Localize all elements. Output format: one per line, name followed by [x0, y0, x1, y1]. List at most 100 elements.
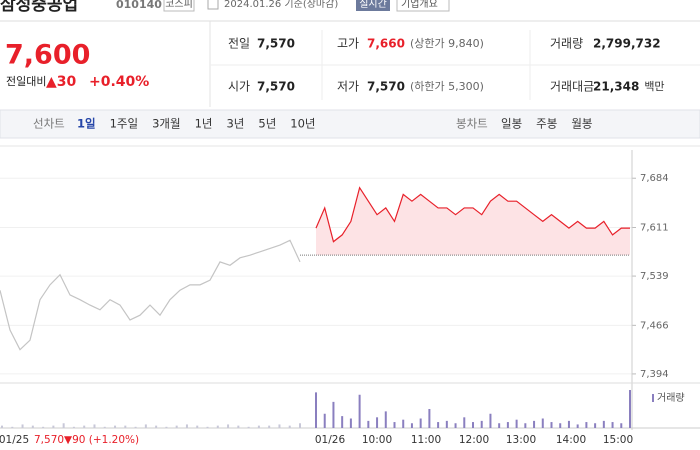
volume-bar	[21, 424, 24, 428]
today-area	[316, 187, 630, 256]
stat-label: 저가	[337, 80, 359, 94]
volume-bar	[402, 419, 405, 428]
stat-value: 7,570	[257, 80, 295, 94]
volume-bar	[550, 422, 553, 428]
volume-bar	[155, 425, 158, 428]
stat-value: 7,570	[257, 37, 295, 51]
y-tick-label: 7,466	[640, 320, 669, 331]
stat-note: (상한가 9,840)	[410, 37, 484, 50]
realtime-button[interactable]	[356, 0, 390, 11]
period-tab[interactable]: 1년	[195, 117, 213, 131]
stat-value: 2,799,732	[593, 37, 661, 51]
volume-bar	[419, 418, 422, 428]
stat-note: (하한가 5,300)	[410, 79, 484, 93]
prev-day-line	[0, 239, 301, 351]
company-label: 기업개요	[401, 0, 438, 10]
volume-bar	[445, 420, 448, 428]
current-price: 7,600	[5, 40, 90, 71]
volume-bar	[42, 426, 45, 428]
volume-bar	[384, 411, 387, 428]
volume-bar	[594, 423, 597, 428]
volume-bar	[376, 417, 379, 428]
volume-bar	[288, 425, 291, 428]
volume-bar	[463, 417, 466, 428]
x-tick-label: 14:00	[556, 434, 586, 446]
volume-bar	[227, 424, 230, 428]
volume-bar	[515, 419, 518, 428]
period-tab[interactable]: 3개월	[152, 117, 180, 131]
volume-bar	[341, 416, 344, 428]
x-tick-label: 01/25	[0, 434, 29, 446]
stock-title: 삼성중공업	[0, 0, 78, 15]
volume-bar	[428, 409, 431, 428]
volume-bar	[437, 422, 440, 428]
volume-bar	[144, 424, 147, 428]
stat-value: 7,660	[367, 37, 405, 51]
volume-bar	[206, 426, 209, 428]
volume-bar	[278, 424, 281, 428]
period-tab[interactable]: 1일	[77, 117, 96, 131]
volume-bar	[134, 426, 137, 428]
volume-bar	[489, 413, 492, 428]
period-tab[interactable]: 1주일	[110, 117, 138, 131]
x-tick-label: 11:00	[411, 434, 441, 446]
volume-bar	[124, 425, 127, 428]
volume-bar	[454, 423, 457, 428]
volume-bar	[323, 413, 326, 428]
volume-bar	[237, 425, 240, 428]
volume-bar	[472, 422, 474, 428]
stat-value: 7,570	[367, 80, 405, 94]
candle-tab[interactable]: 일봉	[501, 117, 522, 131]
volume-bar	[506, 422, 509, 428]
candle-tab[interactable]: 주봉	[536, 117, 557, 131]
stat-label: 거래대금	[550, 80, 594, 94]
period-tab[interactable]: 10년	[290, 117, 315, 131]
x-tick-label: 15:00	[603, 434, 633, 446]
volume-bar	[410, 423, 413, 428]
legend-swatch	[652, 394, 654, 402]
volume-bar	[83, 425, 86, 428]
volume-bar	[52, 425, 55, 428]
tab-group-label: 봉차트	[456, 117, 488, 131]
market-badge	[163, 0, 195, 12]
period-tab[interactable]: 5년	[258, 117, 276, 131]
y-tick-label: 7,684	[640, 173, 669, 184]
volume-bar	[72, 426, 75, 428]
today-line	[315, 186, 630, 243]
volume-bar	[247, 426, 250, 428]
volume-bar	[196, 425, 199, 428]
volume-bar	[93, 424, 96, 428]
volume-bar	[165, 426, 168, 428]
volume-bar	[393, 422, 396, 428]
period-tab[interactable]: 3년	[226, 117, 244, 131]
volume-bar	[175, 425, 178, 428]
volume-bar	[11, 426, 14, 428]
stat-unit: 백만	[644, 80, 664, 93]
calendar-icon	[207, 0, 219, 10]
volume-bar	[216, 425, 219, 428]
company-button[interactable]	[396, 0, 450, 12]
stat-label: 시가	[228, 80, 250, 94]
volume-bar	[103, 426, 106, 428]
volume-bar	[315, 392, 317, 428]
volume-bar	[602, 420, 605, 428]
tabs: 선차트 1일 1주일 3개월 1년 3년 5년 10년 봉차트 일봉 주봉 월봉	[33, 117, 593, 131]
x-tick-label: 01/26	[315, 434, 346, 446]
volume-bar	[559, 423, 562, 428]
volume-bar	[114, 425, 117, 428]
stats: 전일 7,570 고가 7,660 (상한가 9,840) 거래량 2,799,732 시가 7…	[228, 37, 665, 94]
y-tick-label: 7,394	[640, 369, 669, 380]
volume-bar	[629, 390, 631, 428]
y-tick-label: 7,611	[640, 222, 669, 233]
change-label: 전일대비	[6, 74, 46, 88]
candle-tab[interactable]: 월봉	[571, 117, 592, 131]
volume-bar	[567, 420, 570, 428]
change-value: ▲30	[46, 74, 77, 90]
stat-label: 전일	[228, 37, 250, 51]
tab-bar	[0, 109, 700, 139]
volume-bar	[620, 423, 623, 428]
realtime-label: 실시간	[359, 0, 387, 10]
volume-bar	[1, 425, 3, 428]
